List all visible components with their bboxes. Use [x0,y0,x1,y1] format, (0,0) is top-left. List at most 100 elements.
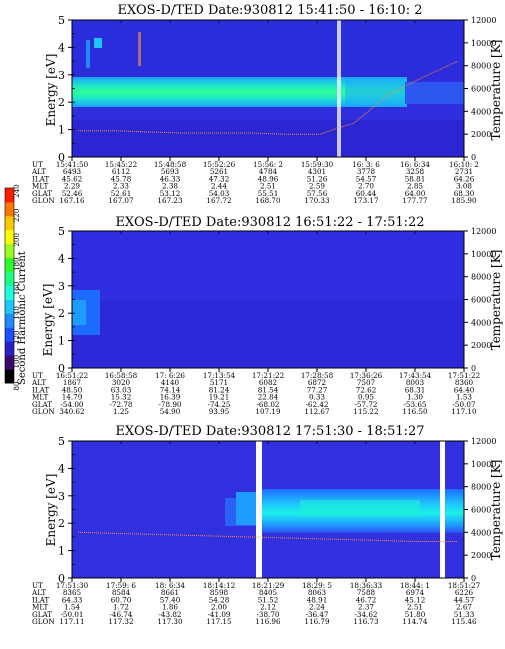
table-cell: 81.54 [258,385,279,394]
y-tick-label: 0 [58,151,65,164]
y2-tick-label: 2000 [471,551,491,560]
table-cell: 58.81 [405,174,426,183]
table-cell: 8365 [63,588,82,597]
table-cell: 115.22 [353,407,378,416]
table-cell: 52.46 [62,189,83,198]
y-tick-label: 3 [58,69,65,82]
table-cell: 57.56 [307,189,328,198]
table-cell: 117.30 [157,617,183,626]
colorbar-tick-label: 220 [13,209,21,222]
panel-1-band-fade [345,79,405,105]
table-cell: 3020 [112,378,131,387]
table-cell: 3778 [357,167,376,176]
y2-tick-label: 8000 [471,483,491,492]
table-cell: 17:43:54 [399,371,432,380]
table-cell: 15.32 [111,393,132,402]
table-cell: 3258 [406,167,425,176]
table-cell: 1.53 [456,393,472,402]
table-cell: -78.90 [158,400,181,409]
panel-1-artifact [86,40,90,68]
y2-tick-label: 6000 [471,85,491,94]
table-cell: 18:14:12 [203,581,235,590]
y-tick-label: 2 [58,307,65,320]
table-row-label: GLON [32,407,55,416]
table-cell: 2.67 [456,603,472,612]
y2-tick-label: 2000 [471,130,491,139]
table-cell: -74.25 [207,400,230,409]
table-cell: 2.29 [64,182,80,191]
colorbar-tick-label: 100 [13,355,21,368]
table-cell: 2.12 [260,603,276,612]
colorbar-swatch [5,271,14,286]
table-cell: 18:51:27 [448,581,481,590]
table-cell: 2.00 [211,603,227,612]
table-cell: 44.57 [454,595,475,604]
table-cell: 112.67 [304,407,330,416]
table-cell: 8584 [112,588,131,597]
table-row-label: GLAT [32,189,52,198]
table-row-label: ALT [31,588,46,597]
y2-tick-label: 4000 [471,318,491,327]
table-cell: -62.42 [305,400,328,409]
table-cell: 2731 [455,167,473,176]
panel-3: EXOS-D/TED Date:930812 17:51:30 - 18:51:… [31,424,503,626]
y-tick-label: 0 [58,572,65,585]
table-cell: 17:21:22 [252,371,284,380]
y-tick-label: 1 [58,335,65,348]
table-cell: 117.32 [108,617,133,626]
table-cell: -72.78 [109,400,132,409]
table-cell: 116.50 [402,407,428,416]
table-cell: 53.12 [160,189,181,198]
y2-tick-label: 10000 [471,39,496,48]
panel-2-ylabel: Energy [eV] [41,284,55,357]
colorbar: 80 100 120 140 160 180 200 220 240 Second Harmon… [4,184,28,390]
colorbar-swatch [5,188,14,203]
table-cell: 167.16 [59,196,85,205]
y-tick-label: 1 [58,124,65,137]
table-row-label: MLT [32,393,49,402]
table-cell: 45.62 [62,174,83,183]
colorbar-swatch [5,257,14,273]
y2-tick-label: 0 [471,153,476,162]
table-cell: 2.44 [211,182,227,191]
table-cell: 5693 [161,167,180,176]
table-cell: 51.26 [307,174,328,183]
table-cell: 7507 [357,378,376,387]
y-tick-label: 2 [58,96,65,109]
panel-3-axes: 0 1 2 3 4 5 0 2000 4000 6000 8000 10000 12000 [58,435,496,585]
y-tick-label: 4 [58,462,65,475]
table-cell: 117.11 [59,617,84,626]
y-tick-label: 4 [58,41,65,54]
colorbar-swatch [5,215,14,231]
table-cell: 2.38 [162,182,178,191]
y-tick-label: 4 [58,252,65,265]
table-cell: 8405 [259,588,278,597]
table-cell: 51.80 [405,610,426,619]
table-row-label: GLAT [32,610,52,619]
table-cell: 54.90 [160,407,181,416]
table-cell: 2.51 [260,182,276,191]
table-cell: -50.07 [452,400,475,409]
table-cell: 64.33 [62,595,83,604]
panel-1-y2label: Temperature [K] [489,40,503,141]
table-cell: 1.30 [407,393,423,402]
table-cell: 1.86 [162,603,178,612]
table-row-label: ALT [31,378,46,387]
table-cell: 167.23 [157,196,183,205]
table-cell: 15:56: 2 [253,160,283,169]
y2-tick-label: 12000 [471,437,496,446]
table-cell: 6872 [308,378,326,387]
table-cell: 114.74 [402,617,428,626]
table-cell: 0.95 [358,393,374,402]
panel-3-plot [71,440,465,579]
table-cell: 57.40 [160,595,181,604]
table-cell: 22.84 [258,393,279,402]
table-cell: 45.78 [111,174,132,183]
y2-tick-label: 12000 [471,16,496,25]
table-cell: 81.24 [209,385,230,394]
table-cell: -38.70 [256,610,279,619]
table-cell: 5171 [210,378,228,387]
table-cell: 8360 [455,378,474,387]
panel-1-axes: 0 1 2 3 4 5 0 2000 4000 6000 8000 10000 12000 [58,14,496,164]
